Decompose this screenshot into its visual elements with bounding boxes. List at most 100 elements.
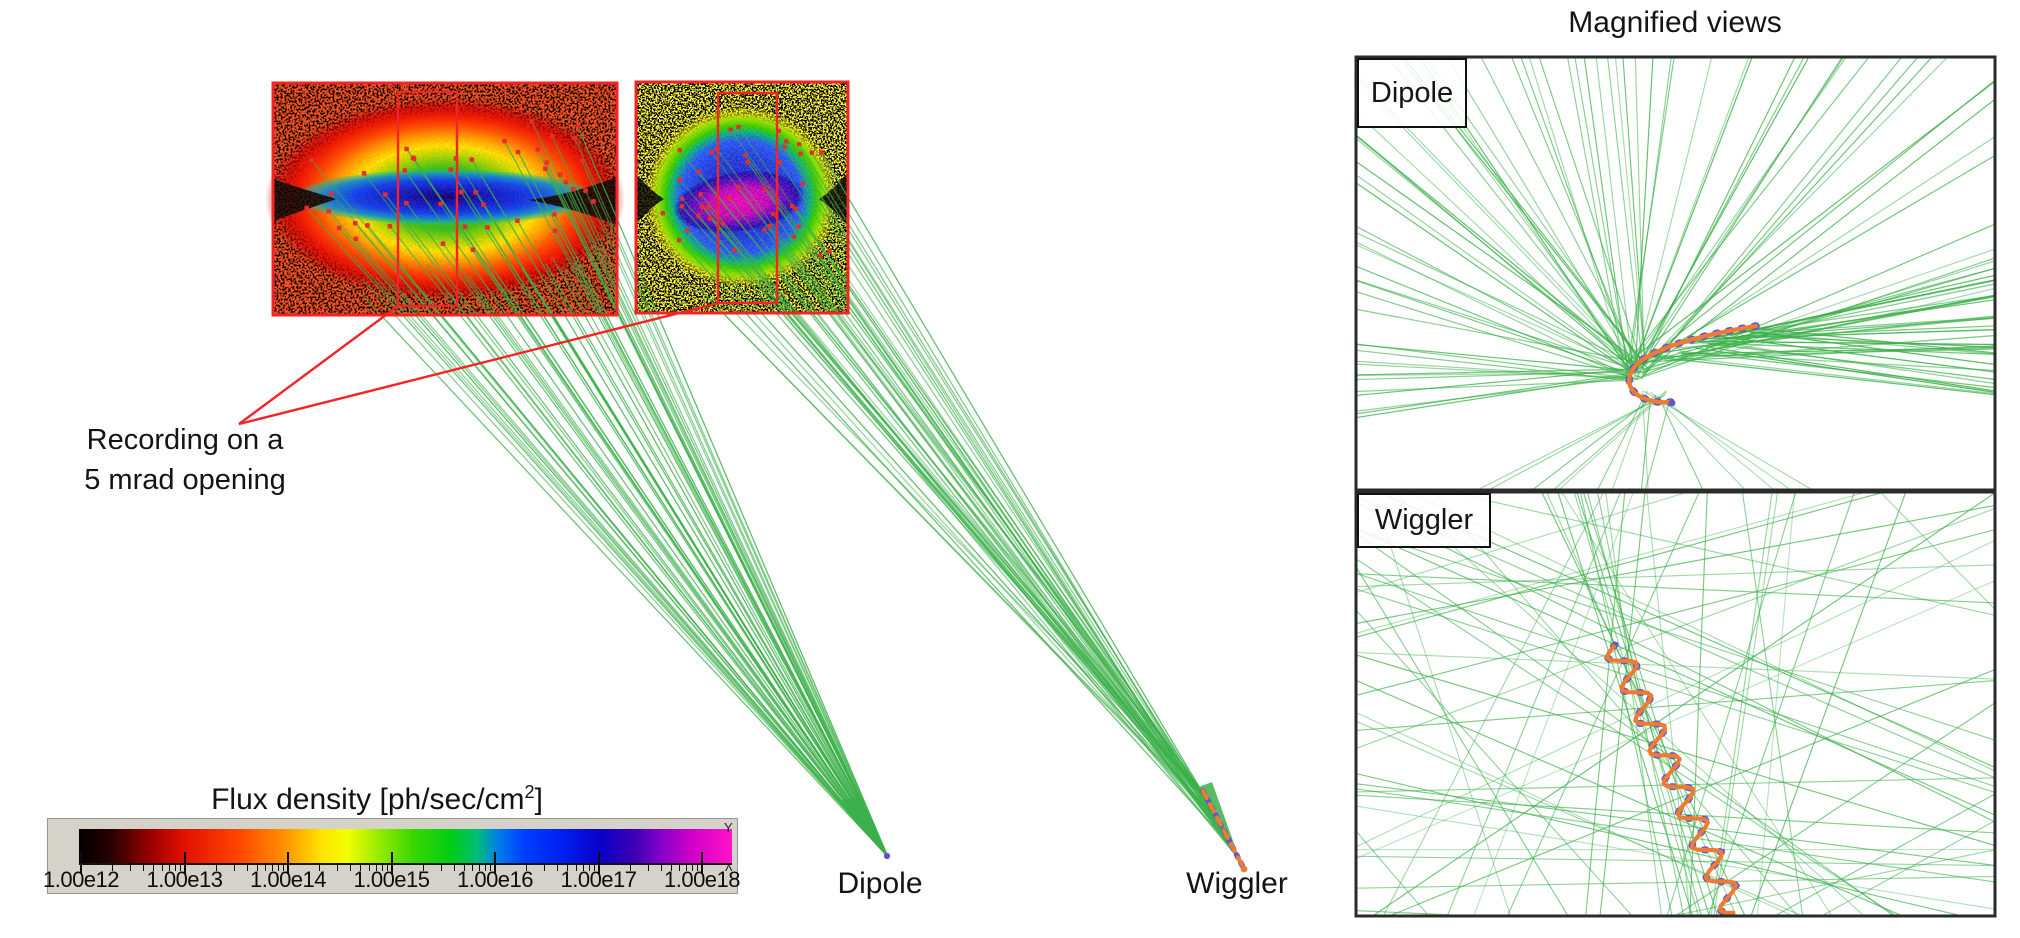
red-marker-dot — [685, 228, 690, 233]
green-ray — [1643, 223, 1995, 377]
green-ray — [1356, 372, 1637, 377]
green-ray — [1356, 363, 1640, 380]
green-ray — [785, 140, 1224, 829]
red-marker-dot — [771, 211, 776, 217]
green-ray — [686, 229, 1222, 826]
colorbar-minor-tick — [485, 863, 486, 871]
green-ray — [1626, 80, 1995, 363]
red-marker-dot — [563, 179, 569, 185]
green-ray — [1356, 374, 1632, 419]
green-ray — [1356, 160, 1646, 367]
green-ray — [1356, 375, 1640, 412]
green-ray — [1695, 347, 1995, 393]
green-ray — [1626, 57, 1847, 372]
green-ray — [1431, 492, 1799, 916]
red-marker-dot — [727, 196, 732, 201]
green-ray — [791, 205, 1229, 840]
colorbar-minor-tick — [588, 863, 590, 871]
dipole-hit-markers — [304, 119, 596, 262]
green-ray — [1663, 295, 1995, 360]
green-ray — [1552, 390, 1667, 490]
green-ray — [1475, 396, 1663, 490]
green-ray — [798, 143, 1218, 820]
red-marker-dot — [557, 172, 563, 177]
colorbar-title-superscript: 2 — [524, 782, 535, 802]
magnified-wiggler-ray-web — [1356, 492, 1995, 916]
dipole-source-label: Dipole — [837, 867, 923, 900]
green-ray — [1689, 492, 1708, 916]
red-marker-dot — [329, 191, 334, 196]
green-ray — [797, 256, 1213, 810]
green-ray — [770, 293, 1239, 858]
green-ray — [1557, 391, 1668, 490]
green-ray — [1372, 492, 1512, 916]
green-ray — [1356, 805, 1995, 910]
green-ray — [1636, 57, 1810, 368]
red-marker-dot — [440, 241, 446, 246]
red-marker-dot — [383, 192, 388, 197]
colorbar-minor-tick — [490, 863, 492, 871]
colorbar-axis-y-glyph: Y — [724, 820, 733, 835]
red-marker-dot — [469, 157, 475, 162]
wiggler-trajectory — [1602, 641, 1741, 916]
colorbar-minor-tick — [381, 863, 383, 871]
red-marker-dot — [827, 249, 832, 254]
red-marker-dot — [304, 205, 309, 211]
green-ray — [1510, 57, 1638, 367]
green-ray — [1356, 573, 1995, 604]
green-ray — [577, 126, 889, 858]
colorbar-minor-tick — [337, 863, 339, 871]
green-ray — [1705, 346, 1995, 392]
beam-convergence-tips — [840, 782, 1248, 873]
red-marker-dot — [438, 201, 443, 207]
green-ray — [1418, 57, 1632, 374]
green-ray — [1707, 492, 1856, 916]
green-ray — [730, 129, 1240, 861]
heatmap-frames — [271, 80, 850, 317]
faint-noise-overlay — [273, 83, 617, 315]
colorbar-major-tick — [390, 852, 393, 874]
red-marker-dot — [709, 150, 714, 155]
green-ray — [1356, 349, 1635, 382]
magnified-wiggler-panel-border — [1354, 490, 1997, 918]
colorbar-minor-tick — [375, 863, 377, 871]
annotation-line-2: 5 mrad opening — [84, 464, 286, 496]
wiggler-hit-markers — [660, 124, 832, 258]
green-ray — [1356, 111, 1637, 375]
green-ray — [781, 277, 1231, 844]
green-ray — [440, 203, 889, 858]
colorbar-major-tick — [494, 852, 496, 874]
green-ray — [1631, 136, 1995, 374]
magnified-wiggler-label-text: Wiggler — [1374, 504, 1474, 536]
red-marker-dot — [535, 147, 540, 152]
red-marker-dot — [529, 119, 534, 124]
green-ray — [1707, 342, 1995, 381]
green-ray — [1356, 265, 1630, 378]
red-marker-dot — [735, 185, 741, 190]
red-marker-dot — [679, 204, 684, 209]
red-marker-dot — [462, 224, 468, 229]
green-ray — [1634, 57, 1654, 367]
green-ray — [1356, 291, 1633, 379]
green-ray — [1634, 287, 1995, 375]
green-ray — [1820, 820, 1995, 916]
green-ray — [559, 174, 889, 858]
colorbar-tick-label: 1.00e14 — [249, 867, 327, 892]
green-ray — [573, 262, 889, 858]
annotation-callout-lines — [238, 301, 720, 426]
green-ray — [1557, 492, 1694, 916]
green-ray — [1356, 580, 1995, 860]
green-ray — [1681, 346, 1995, 355]
colorbar-minor-tick — [575, 863, 577, 871]
green-ray — [1356, 74, 1641, 370]
red-marker-dot — [767, 223, 773, 229]
green-ray — [563, 265, 889, 858]
green-ray — [553, 214, 889, 858]
red-marker-dot — [784, 139, 789, 144]
colorbar-legend-panel: 1.00e12 1.00e13 1.00e14 1.00e15 1.00e16 1.00e… — [43, 818, 741, 894]
green-ray — [764, 229, 1222, 826]
green-ray — [1446, 492, 1622, 916]
green-ray — [1473, 492, 1635, 916]
colorbar-minor-tick — [161, 863, 163, 871]
colorbar-minor-tick — [472, 863, 473, 871]
